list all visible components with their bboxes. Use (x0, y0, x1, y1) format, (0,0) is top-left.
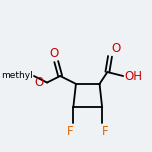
Text: F: F (102, 124, 109, 138)
Text: O: O (35, 76, 44, 89)
Text: O: O (111, 42, 121, 55)
Text: O: O (49, 47, 58, 60)
Text: F: F (67, 124, 73, 138)
Text: methyl: methyl (1, 71, 33, 81)
Text: OH: OH (124, 69, 142, 83)
